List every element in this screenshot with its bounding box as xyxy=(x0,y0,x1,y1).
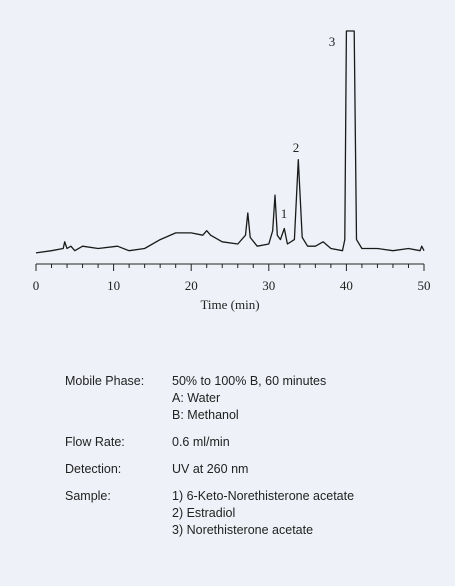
peak-label: 2 xyxy=(293,140,300,155)
condition-value: 2) Estradiol xyxy=(172,506,235,520)
trace xyxy=(35,30,425,254)
condition-label: Sample: xyxy=(65,489,111,503)
condition-value: B: Methanol xyxy=(172,408,239,422)
x-axis-label: Time (min) xyxy=(200,297,259,312)
x-tick-label: 10 xyxy=(107,278,120,293)
condition-value: 3) Norethisterone acetate xyxy=(172,523,313,537)
condition-value: 1) 6-Keto-Norethisterone acetate xyxy=(172,489,354,503)
condition-label: Detection: xyxy=(65,462,121,476)
peak-label: 3 xyxy=(329,34,336,49)
condition-value: A: Water xyxy=(172,391,220,405)
condition-value: 0.6 ml/min xyxy=(172,435,230,449)
condition-value: UV at 260 nm xyxy=(172,462,248,476)
x-tick-label: 40 xyxy=(340,278,353,293)
condition-label: Flow Rate: xyxy=(65,435,125,449)
x-tick-label: 20 xyxy=(185,278,198,293)
x-tick-label: 50 xyxy=(418,278,431,293)
x-tick-label: 30 xyxy=(262,278,275,293)
condition-value: 50% to 100% B, 60 minutes xyxy=(172,374,326,388)
x-tick-label: 0 xyxy=(33,278,40,293)
condition-label: Mobile Phase: xyxy=(65,374,144,388)
peak-label: 1 xyxy=(281,206,288,221)
